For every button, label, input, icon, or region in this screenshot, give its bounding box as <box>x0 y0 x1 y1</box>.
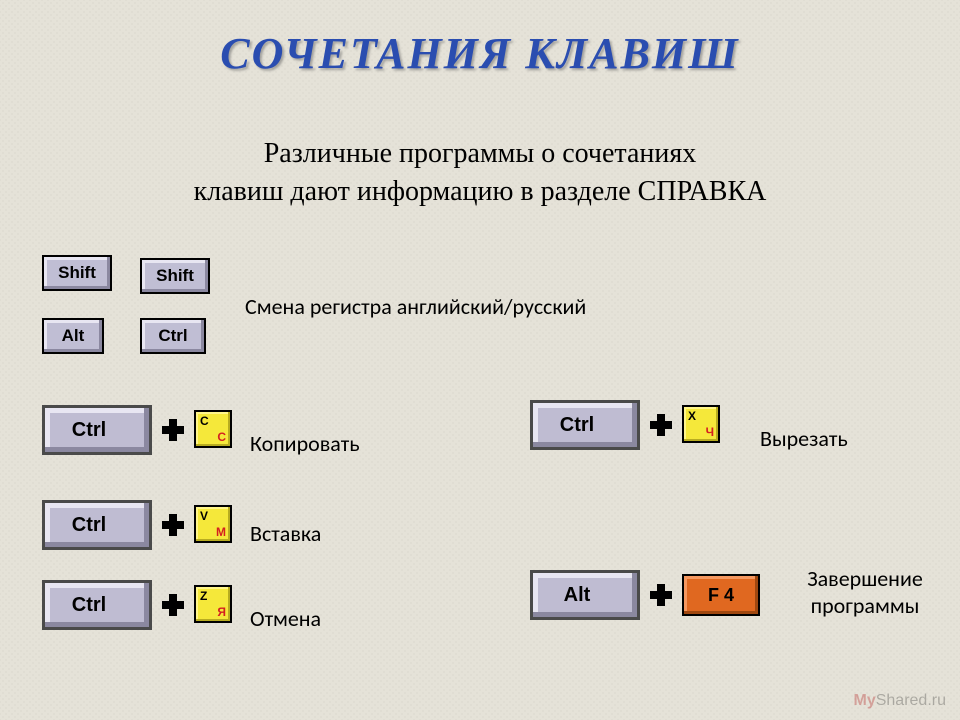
letter-en: C <box>200 415 209 427</box>
plus-icon <box>160 592 186 618</box>
letter-ru: С <box>217 431 226 443</box>
label-quit: Завершениепрограммы <box>790 565 940 619</box>
subtitle: Различные программы о сочетаниях клавиш … <box>0 135 960 211</box>
key-f4: F 4 <box>682 574 760 616</box>
key-letter-x: X Ч <box>682 405 720 443</box>
key-letter-v: V М <box>194 505 232 543</box>
key-ctrl-undo: Ctrl <box>42 580 152 630</box>
key-ctrl-paste: Ctrl <box>42 500 152 550</box>
label-layout-switch: Смена регистра английский/русский <box>245 293 586 320</box>
plus-icon <box>648 582 674 608</box>
key-ctrl-copy: Ctrl <box>42 405 152 455</box>
plus-icon <box>160 512 186 538</box>
key-shift-2: Shift <box>140 258 210 294</box>
label-copy: Копировать <box>250 430 360 457</box>
watermark-my: My <box>854 692 876 709</box>
subtitle-line2: клавиш дают информацию в разделе СПРАВКА <box>194 176 767 207</box>
watermark-rest: Shared.ru <box>876 692 946 709</box>
subtitle-line1: Различные программы о сочетаниях <box>264 138 697 169</box>
letter-ru: Я <box>217 606 226 618</box>
label-paste: Вставка <box>250 520 321 547</box>
watermark: MyShared.ru <box>854 692 947 710</box>
key-letter-c: C С <box>194 410 232 448</box>
page-title: СОЧЕТАНИЯ КЛАВИШ <box>0 28 960 79</box>
letter-ru: М <box>216 526 226 538</box>
label-undo: Отмена <box>250 605 321 632</box>
key-ctrl-1: Ctrl <box>140 318 206 354</box>
key-alt-quit: Alt <box>530 570 640 620</box>
key-ctrl-cut: Ctrl <box>530 400 640 450</box>
key-alt-1: Alt <box>42 318 104 354</box>
key-letter-z: Z Я <box>194 585 232 623</box>
letter-en: X <box>688 410 696 422</box>
plus-icon <box>648 412 674 438</box>
key-shift-1: Shift <box>42 255 112 291</box>
letter-en: V <box>200 510 208 522</box>
letter-ru: Ч <box>706 426 714 438</box>
letter-en: Z <box>200 590 207 602</box>
label-cut: Вырезать <box>760 425 848 452</box>
plus-icon <box>160 417 186 443</box>
